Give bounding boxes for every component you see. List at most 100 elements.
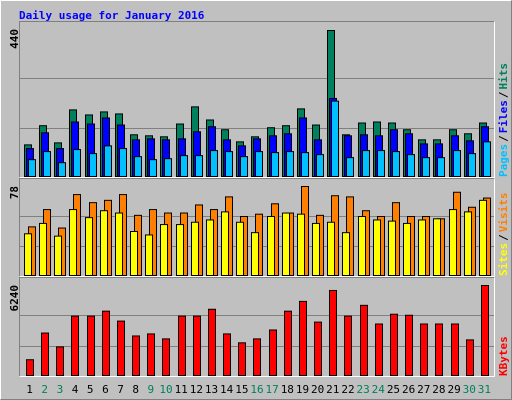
x-tick-label: 16: [250, 383, 263, 396]
bar: [360, 304, 368, 377]
bar: [102, 310, 110, 376]
x-tick-label: 1: [26, 383, 33, 396]
bar: [301, 152, 309, 177]
bar: [221, 211, 229, 276]
x-tick-label: 30: [463, 383, 476, 396]
bar: [160, 224, 168, 276]
bar: [100, 210, 108, 277]
bar: [329, 289, 337, 377]
bar: [255, 151, 263, 178]
bar: [119, 148, 127, 177]
bar: [297, 213, 305, 276]
x-tick-label: 26: [402, 383, 415, 396]
bar: [164, 158, 172, 177]
bar: [344, 315, 352, 376]
bar: [420, 323, 428, 376]
bar: [377, 150, 385, 178]
bar: [468, 153, 476, 177]
bar: [390, 313, 398, 376]
panel-bevel-light: [19, 178, 495, 277]
bar: [43, 151, 51, 178]
x-tick-label: 10: [159, 383, 172, 396]
bar: [362, 150, 370, 178]
x-tick-label: 14: [220, 383, 234, 396]
bar: [392, 151, 400, 178]
panel-bevel-dark: [19, 178, 495, 277]
legend-entry: KBytes: [497, 336, 510, 376]
bar: [286, 151, 294, 178]
bar: [89, 153, 97, 177]
bar: [178, 315, 186, 376]
x-tick-label: 27: [417, 383, 430, 396]
bar: [299, 300, 307, 377]
legend-entry: Hits: [497, 63, 510, 90]
bar: [225, 151, 233, 178]
x-tick-label: 17: [266, 383, 279, 396]
bar: [73, 149, 81, 177]
bar: [58, 162, 66, 177]
bar: [466, 339, 474, 377]
bar: [437, 157, 445, 177]
bar: [134, 156, 142, 178]
x-tick-label: 23: [357, 383, 370, 396]
legend-entry: Files: [497, 100, 510, 133]
legend-separator: /: [497, 91, 510, 98]
x-tick-label: 15: [235, 383, 248, 396]
bar: [193, 315, 201, 376]
x-tick-label: 7: [117, 383, 124, 396]
bar: [405, 314, 413, 376]
legend-separator: /: [497, 234, 510, 241]
bar: [117, 320, 125, 377]
legend-entry: Sites: [497, 243, 510, 276]
y-tick-label: 78: [8, 186, 21, 199]
legend-entry: Visits: [497, 193, 510, 233]
bar: [145, 234, 153, 276]
x-tick-label: 3: [57, 383, 64, 396]
bar: [236, 221, 244, 276]
bar: [453, 150, 461, 178]
bar: [342, 232, 350, 276]
bar: [331, 100, 339, 177]
x-tick-label: 13: [205, 383, 218, 396]
bar: [422, 157, 430, 177]
chart-title: Daily usage for January 2016: [19, 9, 205, 22]
bar: [316, 154, 324, 177]
panel-bevel-dark: [19, 277, 495, 377]
bar: [132, 335, 140, 377]
bar: [176, 224, 184, 276]
legend-separator: /: [497, 135, 510, 142]
x-tick-label: 24: [372, 383, 386, 396]
x-tick-label: 18: [281, 383, 294, 396]
bar: [56, 346, 64, 377]
bar: [41, 332, 49, 376]
bar: [284, 310, 292, 376]
x-tick-label: 25: [387, 383, 400, 396]
panel-bevel-light: [19, 21, 495, 178]
x-tick-label: 9: [148, 383, 155, 396]
bar: [451, 323, 459, 376]
x-tick-label: 12: [190, 383, 203, 396]
x-tick-label: 29: [447, 383, 460, 396]
bar: [240, 156, 248, 178]
bar: [418, 219, 426, 276]
bar: [375, 323, 383, 376]
bar: [28, 159, 36, 178]
bar: [69, 209, 77, 276]
bar: [71, 315, 79, 376]
bar: [358, 216, 366, 276]
bar: [210, 150, 218, 178]
bar: [223, 333, 231, 376]
bar: [195, 155, 203, 178]
bar: [24, 233, 32, 276]
x-tick-label: 5: [87, 383, 94, 396]
bar: [479, 199, 487, 277]
bar: [464, 211, 472, 276]
bar: [87, 315, 95, 376]
x-tick-label: 20: [311, 383, 324, 396]
bar: [312, 222, 320, 277]
x-tick-label: 21: [326, 383, 339, 396]
legend-entry: Pages: [497, 144, 510, 177]
bar: [433, 218, 441, 276]
bar: [267, 216, 275, 276]
